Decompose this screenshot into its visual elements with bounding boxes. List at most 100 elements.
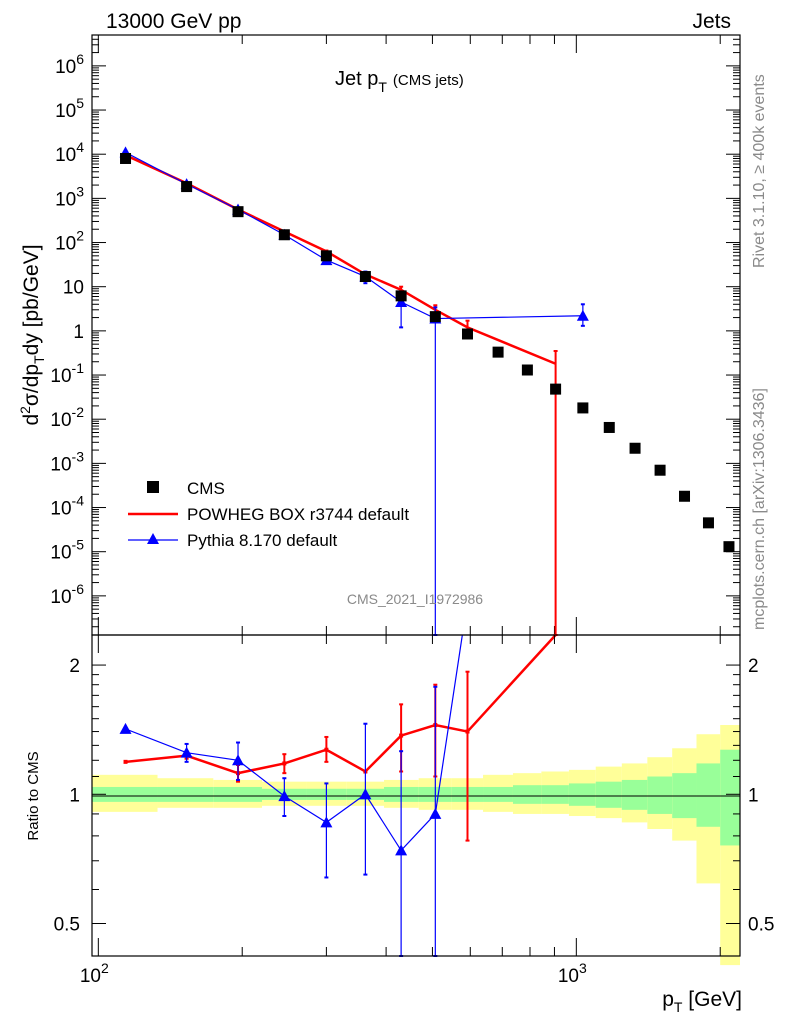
y-tick-label: 10-6 [50,581,84,608]
cms-point [550,383,562,395]
legend-cms-label: CMS [187,479,225,498]
y-tick-label: 104 [55,139,84,166]
pythia-ratio-point [119,722,132,734]
cms-point [181,181,193,193]
cms-point [577,402,589,414]
main-y-ticks: 10610510410310210110-110-210-310-410-510… [50,34,740,628]
y-tick-label: 10 [63,278,84,299]
band-inner [92,786,158,802]
band-inner [541,785,569,804]
ratio-y-tick-label-right: 1 [748,785,759,806]
pythia-ratio-point [320,816,333,828]
band-inner [157,786,214,802]
powheg-ratio-point [123,759,128,764]
cms-point [120,152,132,164]
cms-point [429,311,441,323]
pythia-ratio-line [125,634,463,852]
header-left: 13000 GeV pp [106,10,241,33]
cms-point [679,490,691,502]
ratio-uncertainty-bands [92,725,740,966]
band-inner [696,763,721,827]
y-tick-label: 10-4 [50,493,84,520]
main-panel: 10610510410310210110-110-210-310-410-510… [50,34,741,636]
band-inner [595,781,622,808]
band-inner [647,776,673,814]
band-inner [483,786,513,802]
y-axis-label-main: d2σ/dpTdy [pb/GeV] [17,244,47,425]
y-tick-label: 10-1 [50,360,84,387]
cms-point [278,229,290,241]
cms-point [492,346,504,358]
pythia-ratio-point [359,788,372,800]
main-x-ticks [97,35,721,635]
band-inner [720,749,740,846]
cms-point [320,250,332,262]
ratio-panel: 0.5 0.5 1 1 2 2 [54,634,775,966]
x-tick-labels: 102 103 [80,960,587,987]
cms-point [395,290,407,302]
legend-powheg-label: POWHEG BOX r3744 default [187,505,409,524]
y-tick-label: 106 [55,51,84,78]
band-inner [512,785,542,804]
band-inner [621,779,648,810]
ratio-series [119,634,557,957]
ratio-x-ticks [97,635,721,956]
cms-point [603,421,615,433]
pythia-ratio-point [180,746,193,758]
plot-title: Jet pT (CMS jets) [335,68,464,95]
cms-point [359,271,371,283]
watermark: CMS_2021_I1972986 [347,591,483,607]
pythia-ratio-point [278,790,291,802]
pythia-ratio-point [232,754,245,766]
ratio-y-tick-label-left: 1 [69,785,80,806]
header-right: Jets [692,10,731,33]
pythia-point [395,296,408,308]
ratio-y-tick-label-left: 0.5 [54,914,80,935]
side-text-bottom: mcplots.cern.ch [arXiv:1306.3436] [751,388,768,630]
x-tick-label: 102 [80,960,109,987]
y-tick-label: 10-5 [50,537,84,564]
powheg-ratio-point [465,729,470,734]
ratio-y-tick-label-right: 0.5 [748,914,774,935]
cms-point [654,464,666,476]
pythia-ratio-point [395,844,408,856]
legend-cms-marker [147,481,159,493]
y-tick-label: 10-2 [50,404,84,431]
ratio-y-tick-label-left: 2 [69,656,80,677]
cms-point [723,541,735,553]
powheg-ratio-point [282,761,287,766]
y-tick-label: 10-3 [50,448,84,475]
cms-point [232,206,244,218]
y-tick-label: 102 [55,228,84,255]
powheg-ratio-point [399,733,404,738]
x-axis-label: pT [GeV] [662,988,742,1015]
legend-pythia-marker [147,533,159,544]
plot-title-suffix: (CMS jets) [393,72,464,89]
y-tick-label: 103 [55,183,84,210]
ratio-y-ticks: 0.5 0.5 1 1 2 2 [54,656,775,935]
plot-title-main: Jet p [335,68,378,90]
band-inner [568,783,596,806]
cms-point [629,442,641,454]
band-inner [213,786,263,802]
ratio-y-tick-label-right: 2 [748,656,759,677]
powheg-ratio-point [324,747,329,752]
plot-title-sub: T [378,79,387,95]
cms-point [521,364,533,376]
legend: CMS POWHEG BOX r3744 default Pythia 8.17… [128,479,409,550]
side-text-top: Rivet 3.1.10, ≥ 400k events [751,74,768,268]
pythia-ratio-point [429,807,442,819]
main-series [119,146,735,636]
pythia-point [576,309,589,321]
cms-point [702,517,714,529]
x-tick-label: 103 [558,960,587,987]
legend-pythia-label: Pythia 8.170 default [187,531,338,550]
ratio-panel-frame [91,634,741,957]
y-tick-label: 105 [55,95,84,122]
y-tick-label: 1 [73,322,84,343]
powheg-ratio-line [125,634,557,775]
y-axis-label-ratio: Ratio to CMS [25,751,42,840]
pythia-line [125,151,583,320]
cms-point [461,328,473,340]
